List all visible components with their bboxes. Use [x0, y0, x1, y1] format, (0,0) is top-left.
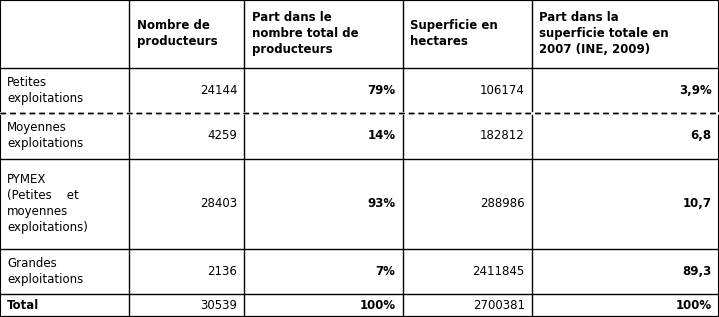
Text: 24144: 24144 [200, 84, 237, 97]
Text: 30539: 30539 [201, 299, 237, 312]
Text: 79%: 79% [367, 84, 395, 97]
Text: 93%: 93% [367, 197, 395, 210]
Text: 7%: 7% [375, 265, 395, 278]
Text: 6,8: 6,8 [691, 129, 712, 142]
Text: Nombre de
producteurs: Nombre de producteurs [137, 19, 217, 49]
Text: Superficie en
hectares: Superficie en hectares [410, 19, 498, 49]
Text: 89,3: 89,3 [682, 265, 712, 278]
Text: 3,9%: 3,9% [679, 84, 712, 97]
Text: 10,7: 10,7 [683, 197, 712, 210]
Text: Moyennes
exploitations: Moyennes exploitations [7, 121, 83, 150]
Text: Grandes
exploitations: Grandes exploitations [7, 257, 83, 286]
Text: PYMEX
(Petites    et
moyennes
exploitations): PYMEX (Petites et moyennes exploitations… [7, 173, 88, 234]
Text: 288986: 288986 [480, 197, 525, 210]
Text: 2411845: 2411845 [472, 265, 525, 278]
Text: 14%: 14% [367, 129, 395, 142]
Text: 182812: 182812 [480, 129, 525, 142]
Text: 2700381: 2700381 [473, 299, 525, 312]
Text: Part dans la
superficie totale en
2007 (INE, 2009): Part dans la superficie totale en 2007 (… [539, 11, 669, 56]
Text: 106174: 106174 [480, 84, 525, 97]
Text: 100%: 100% [360, 299, 395, 312]
Text: 4259: 4259 [207, 129, 237, 142]
Text: Part dans le
nombre total de
producteurs: Part dans le nombre total de producteurs [252, 11, 358, 56]
Text: 2136: 2136 [207, 265, 237, 278]
Text: Total: Total [7, 299, 40, 312]
Text: 28403: 28403 [200, 197, 237, 210]
Text: 100%: 100% [676, 299, 712, 312]
Text: Petites
exploitations: Petites exploitations [7, 76, 83, 105]
